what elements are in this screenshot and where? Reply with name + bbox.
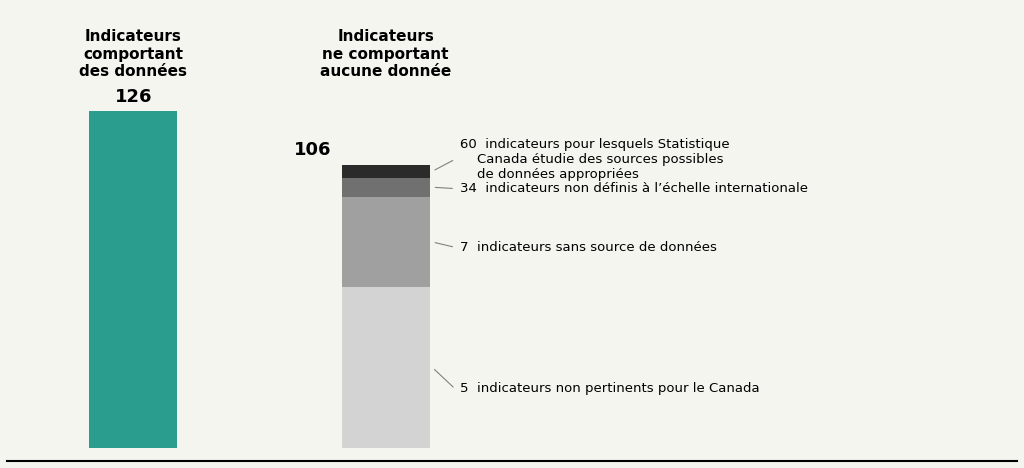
- Bar: [89, 111, 177, 448]
- Bar: [342, 197, 430, 287]
- Text: 5  indicateurs non pertinents pour le Canada: 5 indicateurs non pertinents pour le Can…: [460, 382, 760, 395]
- Text: Indicateurs
ne comportant
aucune donnée: Indicateurs ne comportant aucune donnée: [321, 29, 452, 79]
- Text: 126: 126: [115, 88, 152, 106]
- Bar: [342, 287, 430, 448]
- Text: 60  indicateurs pour lesquels Statistique
    Canada étudie des sources possible: 60 indicateurs pour lesquels Statistique…: [460, 138, 730, 181]
- Text: Indicateurs
comportant
des données: Indicateurs comportant des données: [79, 29, 187, 79]
- Text: 106: 106: [294, 141, 332, 159]
- Bar: [342, 178, 430, 197]
- Text: 7  indicateurs sans source de données: 7 indicateurs sans source de données: [460, 241, 717, 254]
- Text: 34  indicateurs non définis à l’échelle internationale: 34 indicateurs non définis à l’échelle i…: [460, 182, 808, 195]
- Bar: [342, 165, 430, 178]
